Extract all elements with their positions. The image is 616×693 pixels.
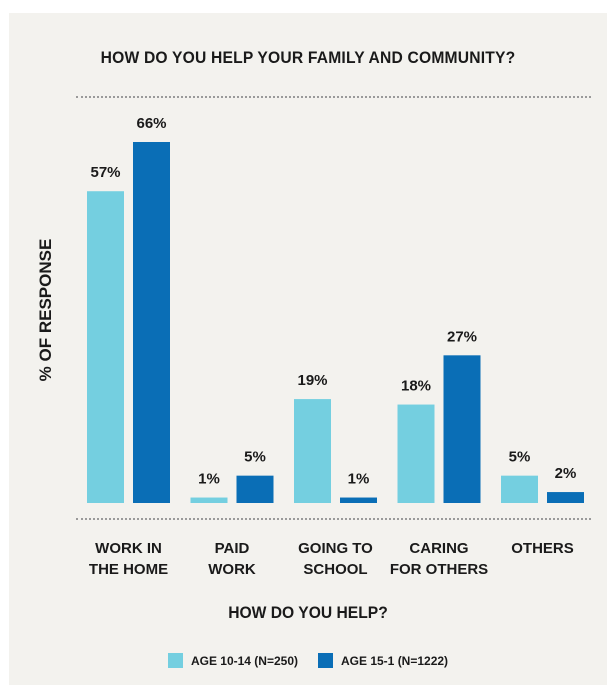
bar-2-3 — [340, 497, 377, 503]
bar-1-5 — [501, 475, 538, 503]
bar-1-1 — [87, 191, 124, 503]
category-label-3-line-2: SCHOOL — [303, 561, 367, 578]
legend-label-series-2: AGE 15-1 (N=1222) — [341, 653, 449, 668]
legend-swatch-series-1 — [167, 653, 183, 668]
legend: AGE 10-14 (N=250) AGE 15-1 (N=1222) — [0, 653, 616, 668]
bar-2-4 — [443, 355, 481, 503]
bar-1-4 — [397, 404, 435, 503]
data-label-2-2: 5% — [244, 449, 266, 466]
data-label-1-1: 57% — [90, 164, 120, 181]
legend-item-series-1: AGE 10-14 (N=250) — [167, 653, 298, 668]
category-label-1-line-2: THE HOME — [89, 561, 168, 578]
data-label-1-3: 19% — [297, 372, 327, 389]
chart-title: HOW DO YOU HELP YOUR FAMILY AND COMMUNIT… — [100, 48, 516, 67]
category-label-5-line-1: OTHERS — [511, 540, 574, 557]
x-axis-label: HOW DO YOU HELP? — [228, 603, 388, 622]
category-label-4-line-2: FOR OTHERS — [390, 561, 488, 578]
bar-2-2 — [236, 475, 274, 503]
bar-1-2 — [190, 497, 228, 503]
category-label-1-line-1: WORK IN — [95, 540, 162, 557]
baseline-divider — [76, 518, 591, 520]
category-label-2-line-2: WORK — [208, 561, 256, 578]
category-label-3-line-1: GOING TO — [298, 540, 373, 557]
data-label-1-4: 18% — [401, 378, 431, 395]
top-divider — [76, 96, 591, 98]
bar-2-1 — [133, 142, 170, 503]
category-label-2-line-1: PAID — [215, 540, 250, 557]
data-label-2-5: 2% — [555, 465, 577, 482]
data-label-2-1: 66% — [136, 115, 166, 132]
legend-label-series-1: AGE 10-14 (N=250) — [190, 653, 298, 668]
bar-1-3 — [294, 399, 331, 503]
data-label-2-4: 27% — [447, 328, 477, 345]
bar-2-5 — [547, 492, 584, 503]
data-label-1-2: 1% — [198, 471, 220, 488]
category-label-4-line-1: CARING — [409, 540, 468, 557]
legend-swatch-series-2 — [318, 653, 333, 668]
data-label-1-5: 5% — [509, 449, 531, 466]
legend-item-series-2: AGE 15-1 (N=1222) — [318, 653, 448, 668]
data-label-2-3: 1% — [348, 471, 370, 488]
